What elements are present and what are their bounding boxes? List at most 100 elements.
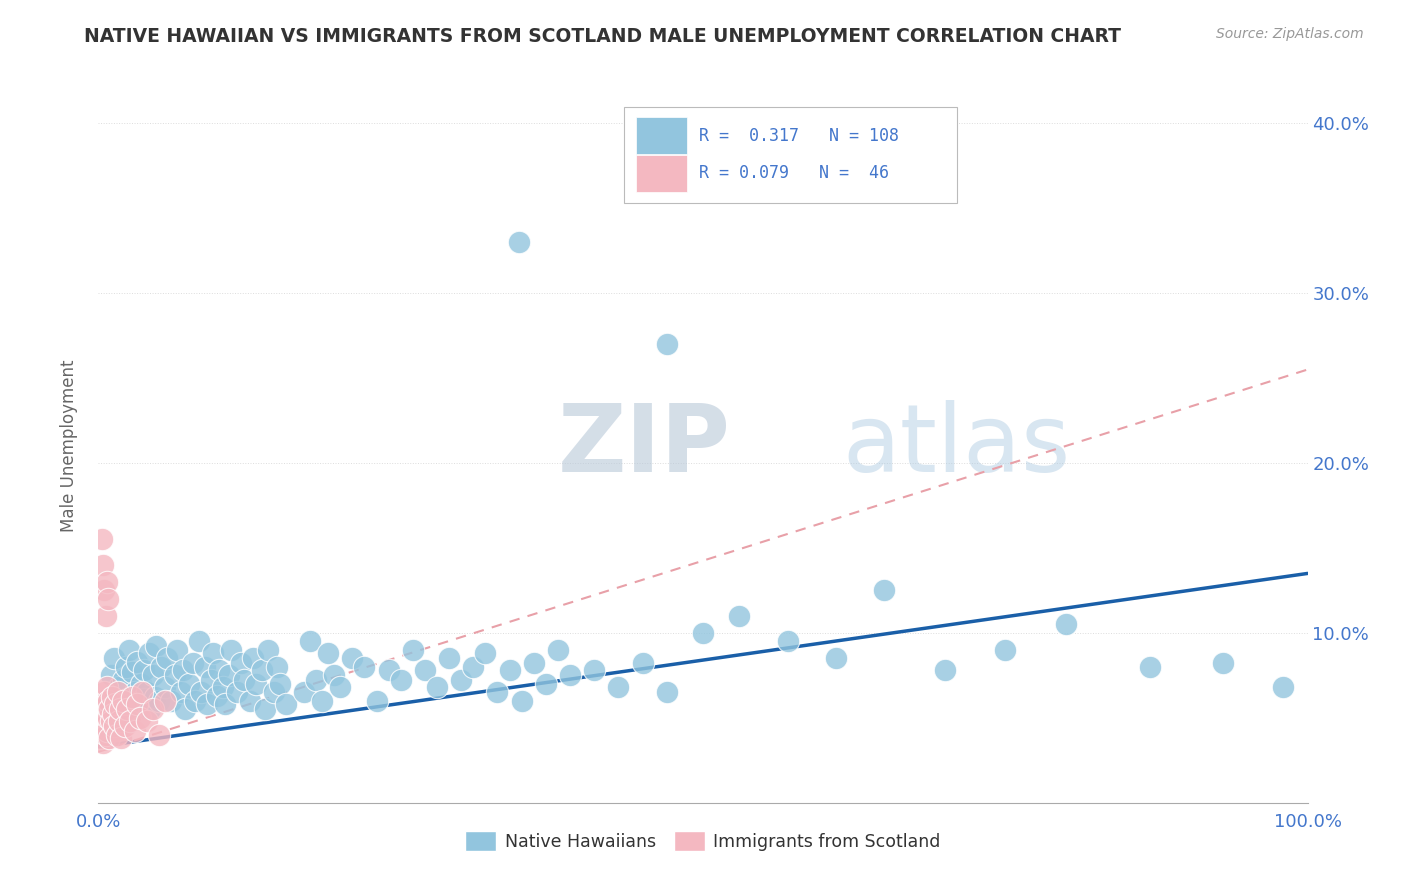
- Point: [558, 668, 581, 682]
- Point: [118, 643, 141, 657]
- Point: [128, 711, 150, 725]
- Point: [377, 663, 399, 677]
- Point: [98, 731, 121, 746]
- Point: [1212, 657, 1234, 671]
- Point: [115, 660, 138, 674]
- Point: [97, 591, 120, 606]
- Point: [93, 719, 115, 733]
- Point: [153, 694, 176, 708]
- Point: [274, 698, 297, 712]
- Point: [218, 668, 240, 682]
- Point: [129, 677, 152, 691]
- Point: [190, 685, 212, 699]
- Point: [94, 728, 117, 742]
- Point: [96, 574, 118, 589]
- Point: [994, 643, 1017, 657]
- Point: [118, 714, 141, 729]
- Point: [134, 663, 156, 677]
- Point: [98, 702, 121, 716]
- Point: [239, 694, 262, 708]
- Point: [96, 724, 118, 739]
- Point: [103, 719, 125, 733]
- Point: [366, 694, 388, 708]
- Point: [450, 673, 472, 688]
- Point: [221, 643, 243, 657]
- Point: [127, 655, 149, 669]
- Point: [316, 646, 339, 660]
- Y-axis label: Male Unemployment: Male Unemployment: [59, 359, 77, 533]
- Point: [402, 643, 425, 657]
- Point: [132, 692, 155, 706]
- Point: [873, 583, 896, 598]
- Point: [776, 634, 799, 648]
- Text: Source: ZipAtlas.com: Source: ZipAtlas.com: [1216, 27, 1364, 41]
- Text: R =  0.317   N = 108: R = 0.317 N = 108: [699, 127, 900, 145]
- Point: [107, 685, 129, 699]
- Point: [93, 583, 115, 598]
- Point: [214, 698, 236, 712]
- Text: ZIP: ZIP: [558, 400, 731, 492]
- Point: [110, 731, 132, 746]
- Point: [91, 707, 114, 722]
- Point: [202, 646, 225, 660]
- Point: [934, 663, 956, 677]
- Point: [195, 698, 218, 712]
- Point: [208, 663, 231, 677]
- Point: [655, 337, 678, 351]
- Point: [93, 698, 115, 712]
- Point: [91, 714, 114, 729]
- Point: [114, 702, 136, 716]
- Point: [127, 698, 149, 712]
- Point: [91, 736, 114, 750]
- Point: [108, 680, 131, 694]
- Point: [105, 728, 128, 742]
- Point: [89, 724, 111, 739]
- Point: [825, 651, 848, 665]
- Point: [463, 660, 485, 674]
- Point: [292, 685, 315, 699]
- Point: [108, 714, 131, 729]
- Point: [1054, 617, 1077, 632]
- Point: [179, 677, 201, 691]
- Point: [498, 663, 520, 677]
- Point: [226, 685, 249, 699]
- Point: [100, 668, 122, 682]
- Point: [510, 694, 533, 708]
- Point: [131, 685, 153, 699]
- Point: [534, 677, 557, 691]
- Point: [138, 646, 160, 660]
- Point: [90, 731, 112, 746]
- Point: [169, 685, 191, 699]
- Point: [607, 680, 630, 694]
- Point: [256, 643, 278, 657]
- Point: [117, 702, 139, 716]
- Point: [111, 673, 134, 688]
- Point: [254, 702, 277, 716]
- Point: [323, 668, 346, 682]
- Point: [96, 724, 118, 739]
- Point: [148, 728, 170, 742]
- Point: [124, 685, 146, 699]
- Point: [96, 680, 118, 694]
- Point: [184, 694, 207, 708]
- Point: [181, 657, 204, 671]
- Point: [90, 702, 112, 716]
- Point: [150, 660, 173, 674]
- Point: [205, 689, 228, 703]
- Point: [229, 657, 252, 671]
- Point: [105, 707, 128, 722]
- Point: [139, 702, 162, 716]
- Point: [631, 657, 654, 671]
- Point: [547, 643, 569, 657]
- Point: [97, 694, 120, 708]
- Point: [353, 660, 375, 674]
- Point: [212, 680, 235, 694]
- Point: [111, 694, 134, 708]
- Point: [135, 685, 157, 699]
- Point: [166, 643, 188, 657]
- Point: [148, 694, 170, 708]
- Point: [242, 651, 264, 665]
- Point: [108, 714, 131, 729]
- Point: [692, 626, 714, 640]
- Point: [145, 640, 167, 654]
